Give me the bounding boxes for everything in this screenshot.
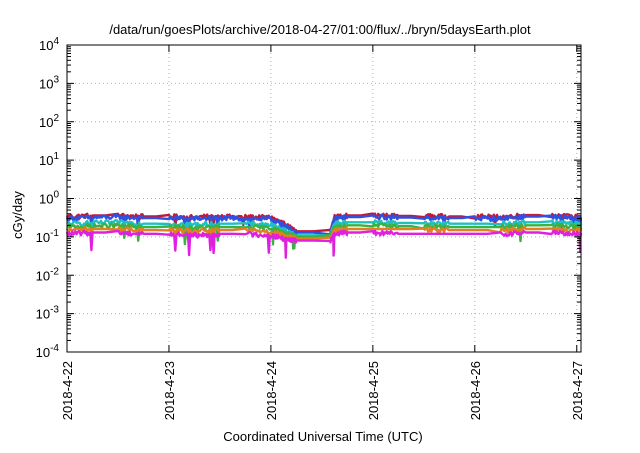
y-tick-label: 100 xyxy=(39,190,59,207)
y-tick-label: 10-1 xyxy=(36,228,60,245)
y-tick-label: 104 xyxy=(39,36,59,53)
x-tick-label: 2018-4-22 xyxy=(60,361,75,420)
x-tick-label: 2018-4-27 xyxy=(570,361,585,420)
series-line xyxy=(65,229,583,259)
series-line xyxy=(65,225,583,252)
ticks: 104 103 102 101 100 10-1 10-2 10-3 10-42018-4-22… xyxy=(36,36,585,420)
y-tick-label: 102 xyxy=(39,113,59,130)
x-tick-label: 2018-4-23 xyxy=(162,361,177,420)
y-tick-label: 103 xyxy=(39,74,59,91)
x-tick-label: 2018-4-24 xyxy=(264,361,279,420)
y-tick-label: 10-3 xyxy=(36,305,60,322)
y-tick-label: 10-2 xyxy=(36,266,60,283)
chart-title: /data/run/goesPlots/archive/2018-04-27/0… xyxy=(109,22,531,37)
series-line xyxy=(65,213,582,237)
x-axis-label: Coordinated Universal Time (UTC) xyxy=(223,429,422,444)
y-tick-label: 101 xyxy=(39,151,59,168)
series-layer xyxy=(65,212,583,259)
grid xyxy=(67,45,581,352)
x-tick-label: 2018-4-26 xyxy=(468,361,483,420)
y-axis-label: cGy/day xyxy=(10,191,25,239)
y-tick-label: 10-4 xyxy=(36,343,60,360)
x-tick-label: 2018-4-25 xyxy=(366,361,381,420)
